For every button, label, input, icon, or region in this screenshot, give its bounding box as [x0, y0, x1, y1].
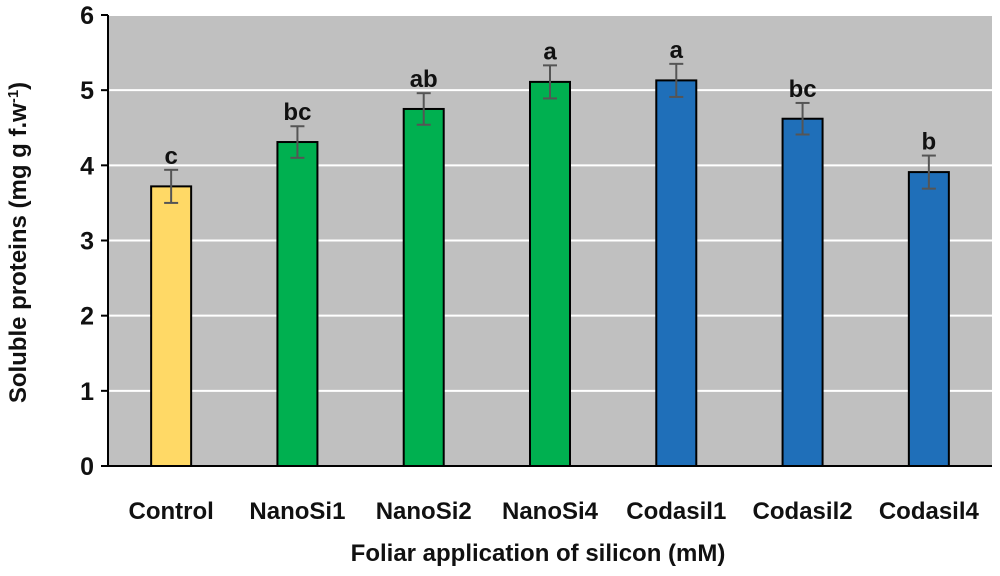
error-bar	[543, 64, 557, 100]
error-bar	[921, 154, 936, 190]
x-category-label: Codasil4	[879, 498, 980, 525]
x-category-label: Control	[128, 498, 213, 525]
y-axis-title-close: )	[5, 82, 32, 90]
x-category-label: NanoSi1	[249, 498, 345, 525]
bar	[276, 141, 319, 467]
bar	[781, 117, 824, 467]
y-tick-label: 6	[80, 2, 94, 30]
error-bar	[416, 92, 431, 126]
significance-letter: a	[670, 37, 684, 64]
significance-letter: bc	[283, 99, 311, 126]
bar	[402, 107, 445, 467]
x-category-label: NanoSi4	[502, 498, 599, 525]
y-tick-label: 1	[80, 378, 94, 406]
error-bar	[795, 101, 810, 136]
bars-group	[150, 79, 950, 468]
x-axis-title: Foliar application of silicon (mM)	[351, 540, 726, 567]
y-tick-label: 0	[80, 453, 94, 481]
bar	[150, 185, 193, 467]
error-bar	[290, 125, 305, 159]
error-bar	[164, 168, 179, 204]
y-axis-title-superscript: -1	[5, 90, 22, 103]
y-axis-title: Soluble proteins (mg g f.w-1)	[5, 82, 33, 403]
significance-letter: ab	[410, 66, 438, 93]
y-tick-labels: 0 1 2 3 4 5 6	[80, 2, 108, 481]
y-tick-label: 5	[80, 77, 94, 105]
x-category-labels: Control NanoSi1 NanoSi2 NanoSi4 Codasil1 Coda…	[128, 498, 979, 525]
x-category-label: Codasil1	[626, 498, 726, 525]
x-category-label: NanoSi2	[376, 498, 472, 525]
error-bars-group	[164, 62, 936, 204]
error-bar	[669, 62, 684, 98]
y-tick-label: 2	[80, 303, 94, 331]
bar	[529, 80, 571, 467]
significance-letter: b	[922, 129, 937, 156]
significance-letters-group: c bc ab a a bc b	[164, 37, 936, 170]
y-tick-label: 4	[80, 152, 94, 180]
y-axis-title-main: Soluble proteins (mg g f.w	[5, 103, 32, 403]
bar	[907, 171, 950, 467]
significance-letter: c	[164, 143, 177, 170]
significance-letter: bc	[789, 76, 817, 103]
significance-letter: a	[543, 38, 557, 65]
bar	[655, 79, 698, 468]
x-category-label: Codasil2	[753, 498, 853, 525]
y-tick-label: 3	[80, 228, 94, 256]
